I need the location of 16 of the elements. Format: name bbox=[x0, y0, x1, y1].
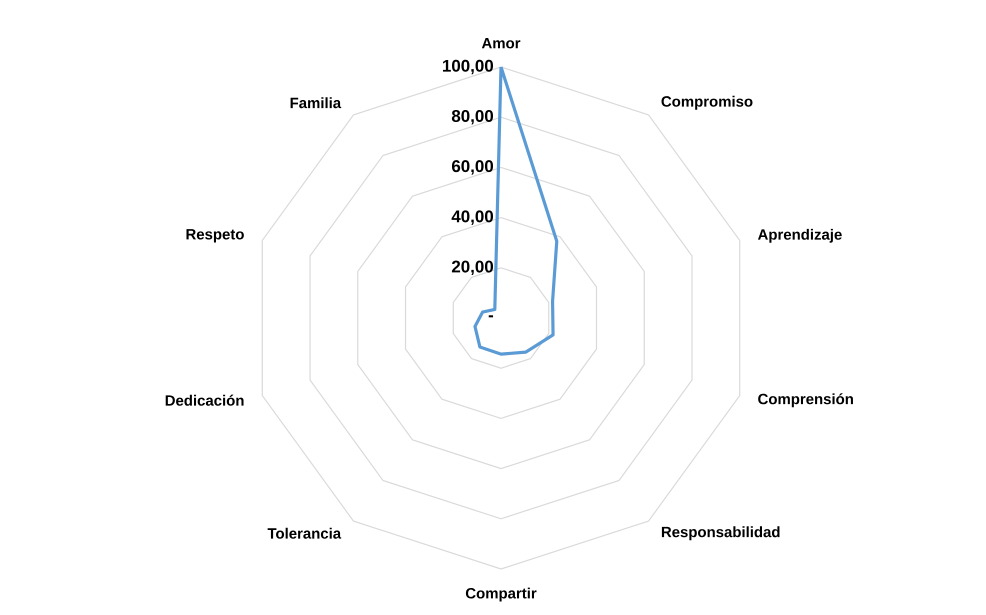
spoke-label: Responsabilidad bbox=[662, 526, 780, 540]
spoke-label: Respeto bbox=[186, 229, 244, 242]
y-tick-label: 60,00 bbox=[452, 160, 494, 175]
spoke-label: Amor bbox=[482, 38, 520, 48]
spoke-label: Comprensión bbox=[758, 393, 853, 408]
y-tick-label: 80,00 bbox=[452, 110, 494, 124]
spoke-label: Familia bbox=[290, 97, 342, 108]
y-tick-label: 40,00 bbox=[452, 210, 494, 225]
spoke-label: Aprendizaje bbox=[758, 228, 842, 243]
y-tick-label: - bbox=[488, 315, 494, 318]
y-tick-label: 100,00 bbox=[442, 60, 494, 74]
y-tick-label: 20,00 bbox=[452, 260, 494, 276]
spoke-label: Dedicación bbox=[166, 394, 244, 406]
spoke-label: Tolerancia bbox=[268, 528, 342, 539]
spoke-label: Compartir bbox=[466, 588, 536, 602]
spoke-label: Compromiso bbox=[662, 96, 752, 110]
